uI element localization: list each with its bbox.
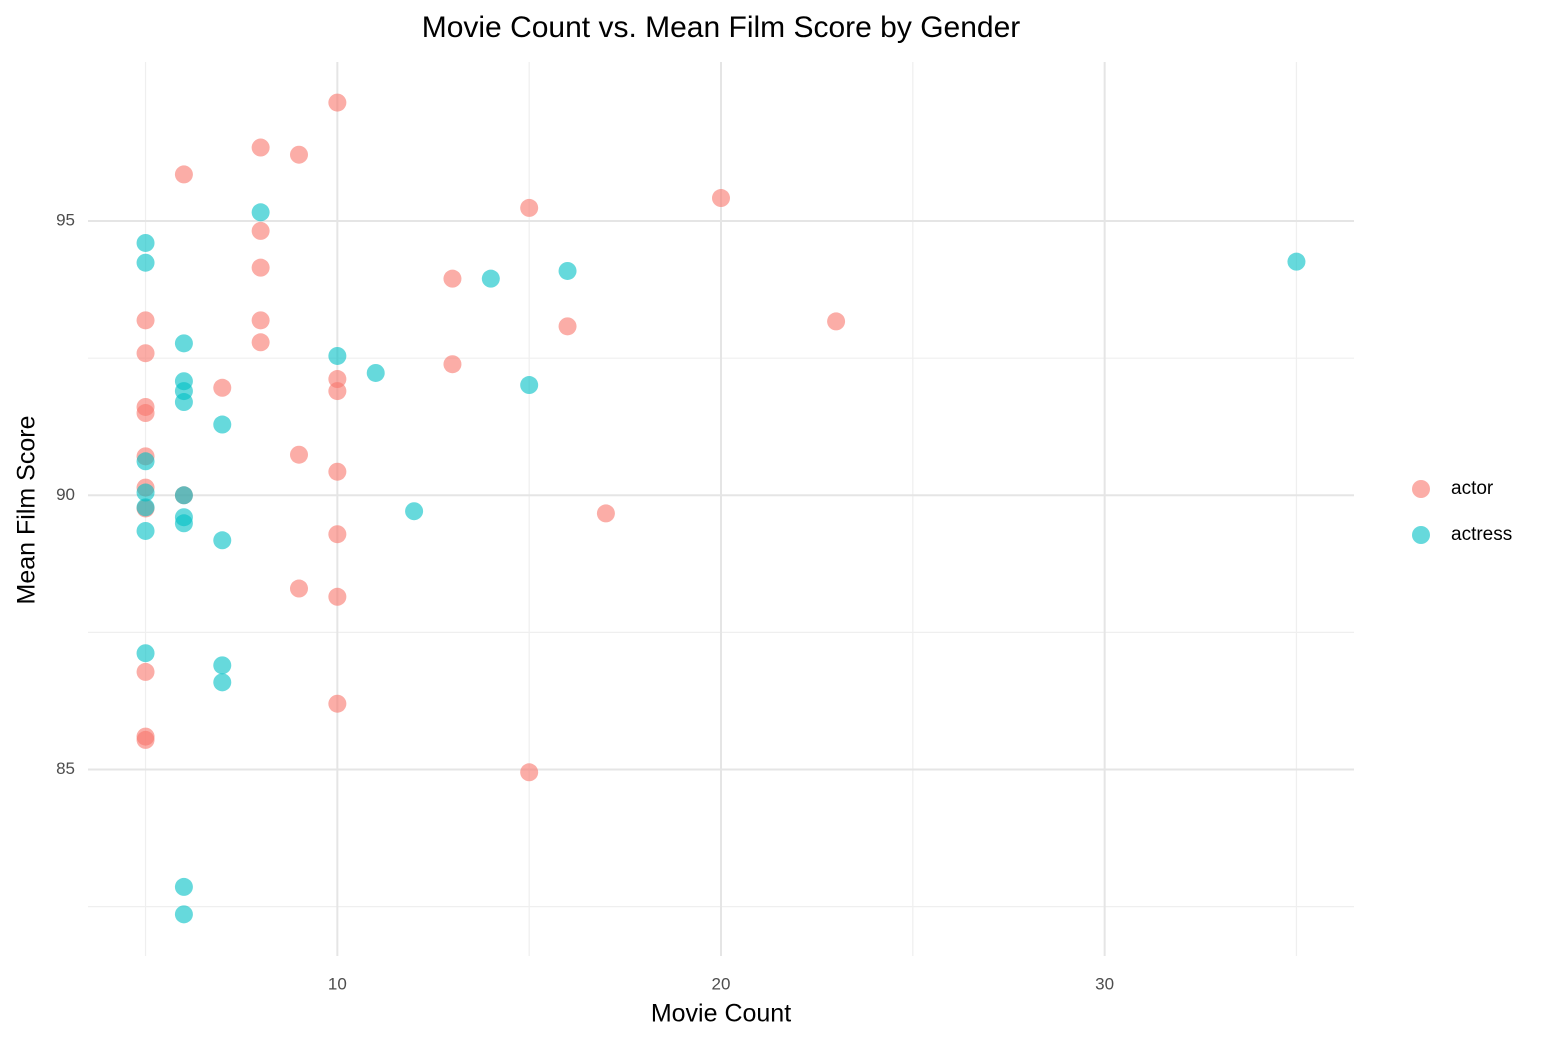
scatter-point: [174, 514, 193, 533]
scatter-point: [443, 355, 462, 374]
scatter-point: [328, 93, 347, 112]
scatter-point: [136, 311, 155, 330]
scatter-point: [290, 445, 308, 464]
scatter-point: [366, 363, 385, 382]
scatter-point: [251, 203, 270, 222]
scatter-point: [136, 253, 155, 272]
scatter-point: [520, 376, 539, 395]
scatter-point: [827, 312, 846, 331]
scatter-point: [251, 311, 270, 330]
legend-key: [1412, 526, 1430, 544]
scatter-point: [328, 462, 347, 481]
scatter-point: [213, 656, 232, 675]
scatter-point: [213, 673, 232, 692]
legend-label: actor: [1451, 478, 1494, 499]
chart-title: Movie Count vs. Mean Film Score by Gende…: [422, 11, 1021, 44]
y-tick-label: 95: [56, 211, 75, 230]
scatter-point: [712, 189, 730, 208]
legend-key: [1412, 480, 1430, 498]
scatter-point: [558, 317, 577, 336]
legend-label: actress: [1451, 524, 1512, 545]
scatter-point: [174, 877, 193, 896]
scatter-point: [596, 504, 615, 523]
scatter-point: [174, 393, 193, 412]
scatter-point: [328, 382, 347, 401]
scatter-point: [213, 531, 232, 550]
scatter-point: [1287, 252, 1306, 271]
scatter-point: [174, 165, 193, 184]
x-tick-label: 20: [712, 974, 731, 993]
scatter-point: [290, 579, 308, 598]
scatter-point: [136, 344, 155, 363]
scatter-point: [251, 258, 270, 277]
scatter-point: [136, 483, 155, 502]
scatter-point: [136, 233, 155, 252]
scatter-point: [290, 145, 308, 164]
scatter-point: [213, 415, 232, 434]
scatter-point: [136, 498, 155, 517]
scatter-point: [251, 333, 270, 352]
y-axis-label: Mean Film Score: [13, 416, 41, 605]
scatter-point: [174, 905, 193, 924]
scatter-point: [213, 378, 232, 397]
x-tick-label: 10: [328, 974, 347, 993]
scatter-point: [136, 452, 155, 471]
scatter-point: [136, 730, 155, 749]
scatter-point: [174, 334, 193, 353]
y-tick-label: 90: [56, 485, 75, 504]
scatter-point: [405, 502, 424, 521]
scatter-point: [443, 269, 462, 288]
scatter-point: [520, 198, 539, 217]
x-axis-label: Movie Count: [651, 1000, 791, 1028]
y-tick-label: 85: [56, 759, 75, 778]
x-tick-label: 30: [1095, 974, 1114, 993]
scatter-point: [136, 521, 155, 540]
scatter-point: [136, 644, 155, 663]
scatter-point: [251, 138, 270, 157]
scatter-point: [328, 587, 347, 606]
scatter-point: [174, 486, 193, 505]
scatter-point: [136, 404, 155, 423]
scatter-point: [136, 662, 155, 681]
scatter-point: [328, 694, 347, 713]
scatter-point: [481, 269, 500, 288]
scatter-point: [520, 763, 539, 782]
scatter-point: [251, 221, 270, 240]
scatter-point: [328, 346, 347, 365]
scatter-point: [558, 261, 577, 280]
scatter-point: [328, 525, 347, 544]
